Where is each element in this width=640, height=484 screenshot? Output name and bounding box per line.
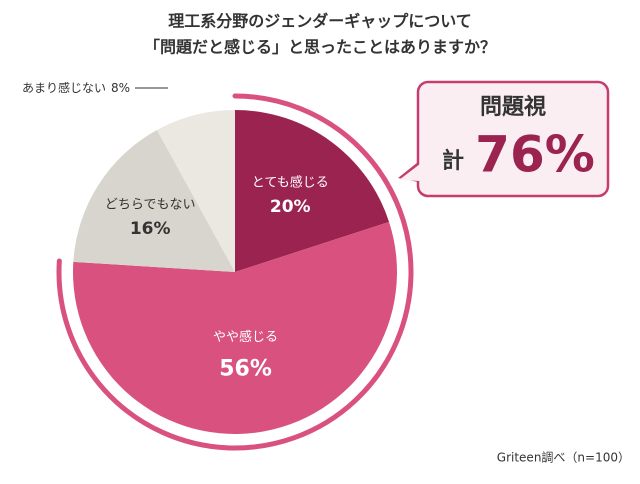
slice-value: 8% [111, 81, 130, 95]
chart-title: 理工系分野のジェンダーギャップについて [168, 12, 472, 31]
slice-label: とても感じる [252, 174, 329, 190]
callout-value: 76% [475, 126, 595, 184]
slice-label: やや感じる [213, 329, 278, 345]
highlight-arc [56, 93, 414, 451]
pie-slice [156, 110, 235, 272]
slice-label: あまり感じない [22, 80, 106, 95]
slice-value: 16% [130, 219, 171, 239]
chart-title: 「問題だと感じる」と思ったことはありますか？ [144, 38, 496, 57]
pie-slice [235, 110, 390, 272]
slice-value: 20% [270, 197, 311, 217]
outside-label: あまり感じない 8% [22, 80, 130, 95]
callout-box [416, 80, 610, 198]
callout-pointer-fill [399, 164, 420, 181]
callout-prefix: 計 [442, 148, 464, 174]
callout-title: 問題視 [480, 95, 546, 120]
pie-slice [73, 130, 235, 272]
slice-value: 56% [219, 357, 272, 382]
source: Griteen調べ（n=100） [497, 451, 630, 465]
slice-label: どちらでもない [105, 198, 196, 213]
pie-slice [72, 221, 397, 434]
